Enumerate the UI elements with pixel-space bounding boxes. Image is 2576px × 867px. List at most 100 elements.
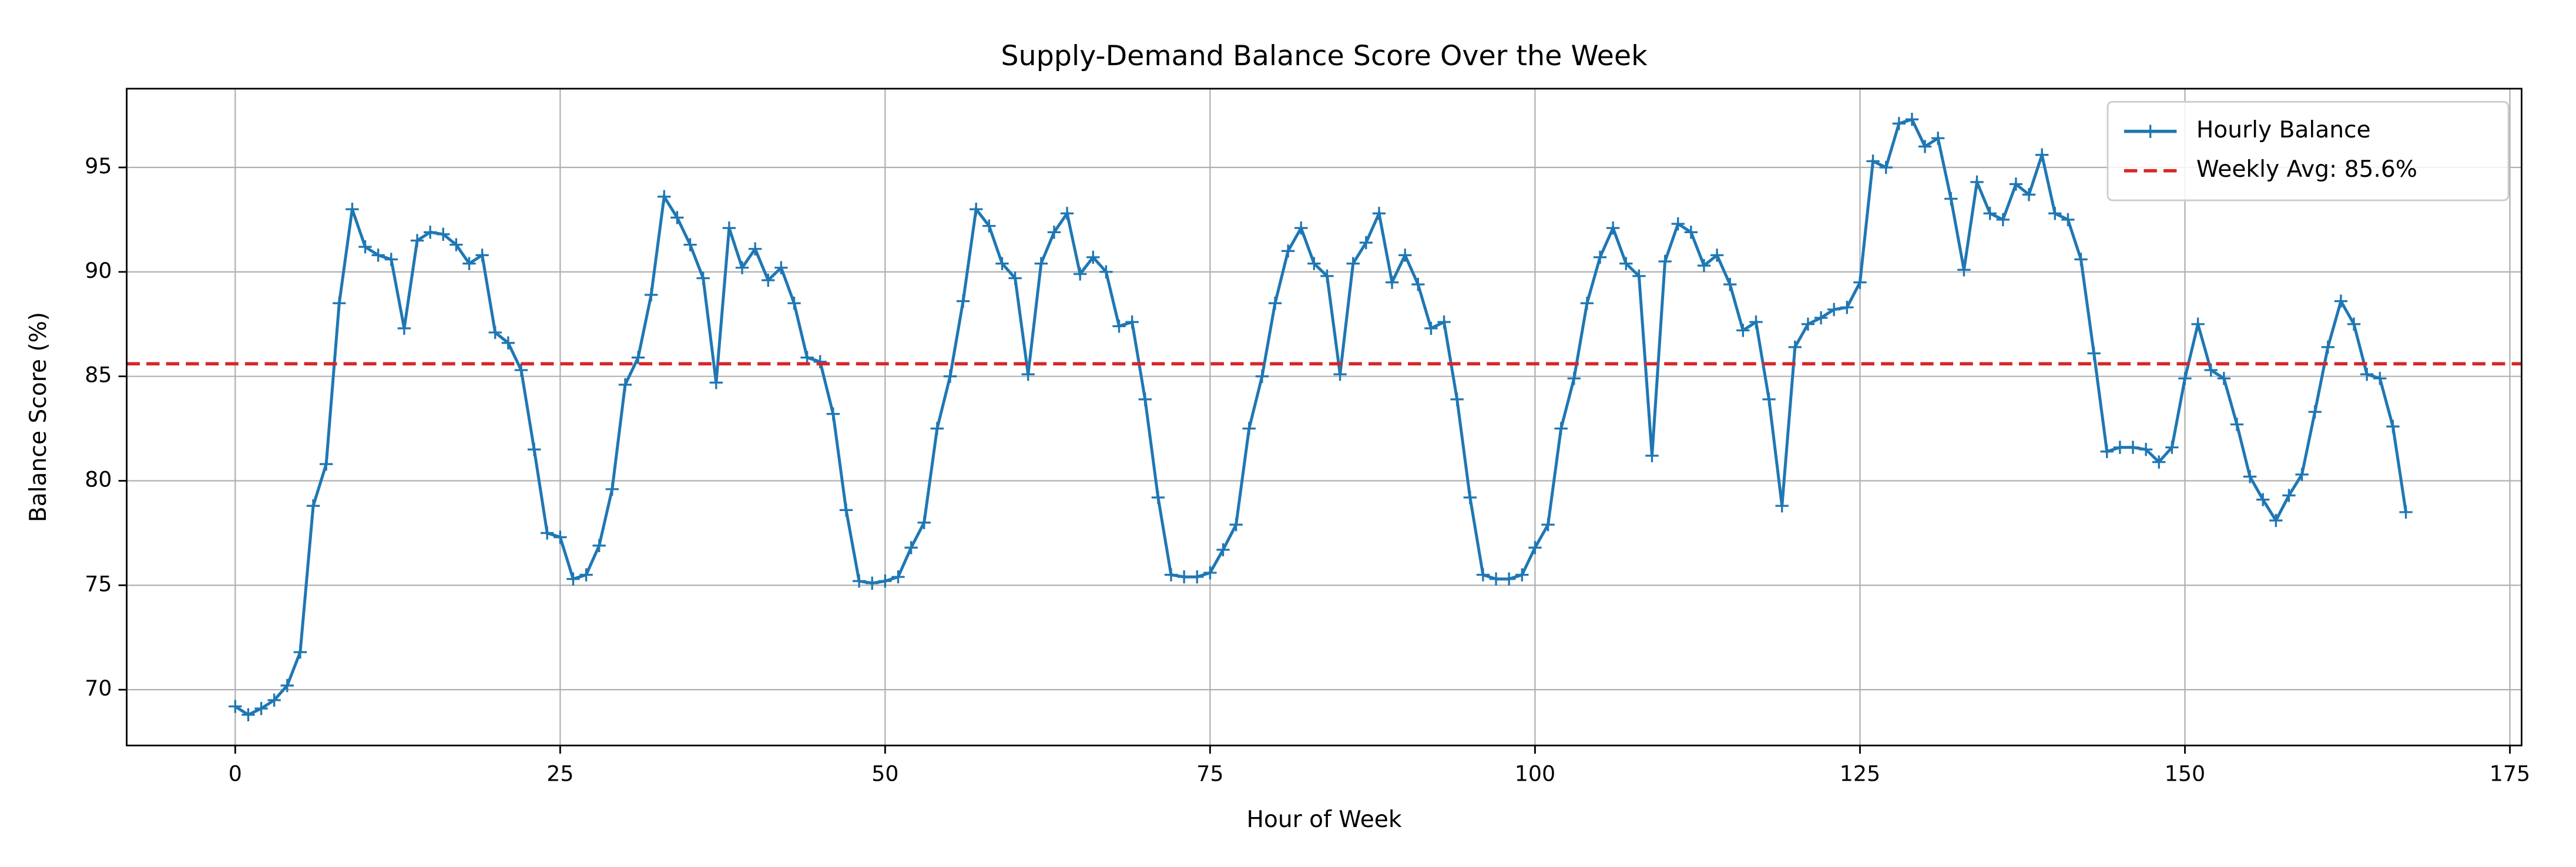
y-tick-label: 95: [85, 153, 112, 179]
chart-title: Supply-Demand Balance Score Over the Wee…: [1001, 40, 1648, 72]
data-marker: [410, 234, 424, 247]
data-marker: [696, 271, 710, 285]
data-marker: [1320, 269, 1334, 283]
data-marker: [956, 294, 970, 308]
data-marker: [618, 378, 632, 392]
data-marker: [2256, 493, 2270, 506]
data-marker: [1853, 275, 1867, 289]
data-marker: [1385, 275, 1399, 289]
data-marker: [1125, 315, 1139, 329]
data-marker: [2334, 294, 2348, 308]
data-marker: [1723, 278, 1737, 291]
data-marker: [1801, 317, 1815, 331]
data-marker: [1645, 449, 1659, 463]
data-marker: [1333, 367, 1347, 381]
data-marker: [1541, 518, 1555, 532]
data-marker: [2204, 363, 2218, 377]
data-marker: [358, 240, 372, 254]
data-marker: [293, 645, 307, 659]
y-tick-label: 75: [85, 571, 112, 596]
data-marker: [1476, 568, 1490, 582]
data-marker: [1606, 221, 1620, 235]
x-tick-label: 75: [1196, 761, 1223, 786]
data-marker: [2139, 442, 2153, 456]
data-marker: [1294, 221, 1308, 235]
data-marker: [475, 248, 489, 262]
data-marker: [254, 702, 268, 715]
data-marker: [1008, 271, 1022, 285]
data-marker: [1957, 263, 1971, 277]
data-marker: [437, 227, 450, 241]
data-marker: [1502, 572, 1516, 586]
data-marker: [800, 351, 814, 364]
data-marker: [1346, 257, 1360, 270]
data-marker: [1580, 297, 1594, 310]
data-marker: [346, 202, 359, 216]
data-marker: [852, 574, 866, 588]
data-marker: [2386, 419, 2400, 434]
data-marker: [891, 570, 905, 584]
data-marker: [1632, 269, 1646, 283]
data-marker: [2321, 340, 2334, 354]
data-marker: [333, 297, 346, 310]
data-marker: [2243, 470, 2257, 483]
data-marker: [645, 288, 658, 302]
data-marker: [1437, 315, 1451, 329]
x-tick-label: 25: [546, 761, 573, 786]
data-marker: [2074, 253, 2088, 266]
data-marker: [1424, 321, 1438, 335]
data-marker: [670, 211, 684, 224]
data-marker: [1021, 367, 1035, 381]
legend-label: Weekly Avg: 85.6%: [2196, 156, 2417, 183]
data-marker: [904, 541, 918, 555]
data-marker: [1567, 372, 1581, 385]
data-marker: [1931, 132, 1945, 145]
legend: Hourly Balance Weekly Avg: 85.6%: [2107, 100, 2510, 201]
data-marker: [1307, 257, 1321, 270]
y-tick-label: 90: [85, 258, 112, 283]
data-marker: [2152, 455, 2166, 469]
y-axis-label: Balance Score (%): [25, 312, 52, 522]
data-marker: [1827, 303, 1841, 317]
data-marker: [229, 700, 242, 713]
data-marker: [319, 457, 333, 471]
data-marker: [2373, 372, 2387, 385]
data-marker: [995, 257, 1009, 270]
data-marker: [748, 242, 762, 256]
data-marker: [1762, 392, 1776, 406]
x-axis-label: Hour of Week: [1246, 806, 1401, 833]
data-marker: [2217, 372, 2231, 385]
data-marker: [970, 202, 983, 216]
data-marker: [1086, 250, 1100, 264]
data-marker: [566, 572, 580, 586]
data-marker: [1593, 250, 1607, 264]
data-marker: [2347, 317, 2361, 331]
data-marker: [1554, 422, 1568, 435]
data-marker: [2308, 405, 2322, 419]
data-marker: [1983, 207, 1997, 220]
data-marker: [527, 442, 541, 456]
data-marker: [514, 363, 528, 377]
x-tick-label: 0: [229, 761, 242, 786]
data-marker: [1619, 257, 1633, 270]
data-marker: [2113, 441, 2127, 454]
data-marker: [1372, 207, 1386, 220]
data-marker: [1671, 217, 1685, 231]
data-marker: [2191, 317, 2205, 331]
data-marker: [1489, 572, 1503, 586]
data-marker: [488, 325, 502, 340]
data-marker: [2399, 505, 2413, 519]
data-marker: [1047, 226, 1061, 239]
data-marker: [280, 678, 294, 693]
data-marker: [943, 369, 957, 383]
data-marker: [1866, 154, 1880, 168]
data-marker: [982, 219, 996, 233]
data-marker: [709, 376, 723, 389]
data-marker: [605, 482, 619, 496]
data-marker: [1749, 315, 1763, 329]
data-marker: [826, 407, 840, 421]
x-tick-label: 100: [1515, 761, 1555, 786]
y-tick-label: 70: [85, 676, 112, 701]
data-marker: [1684, 226, 1698, 239]
